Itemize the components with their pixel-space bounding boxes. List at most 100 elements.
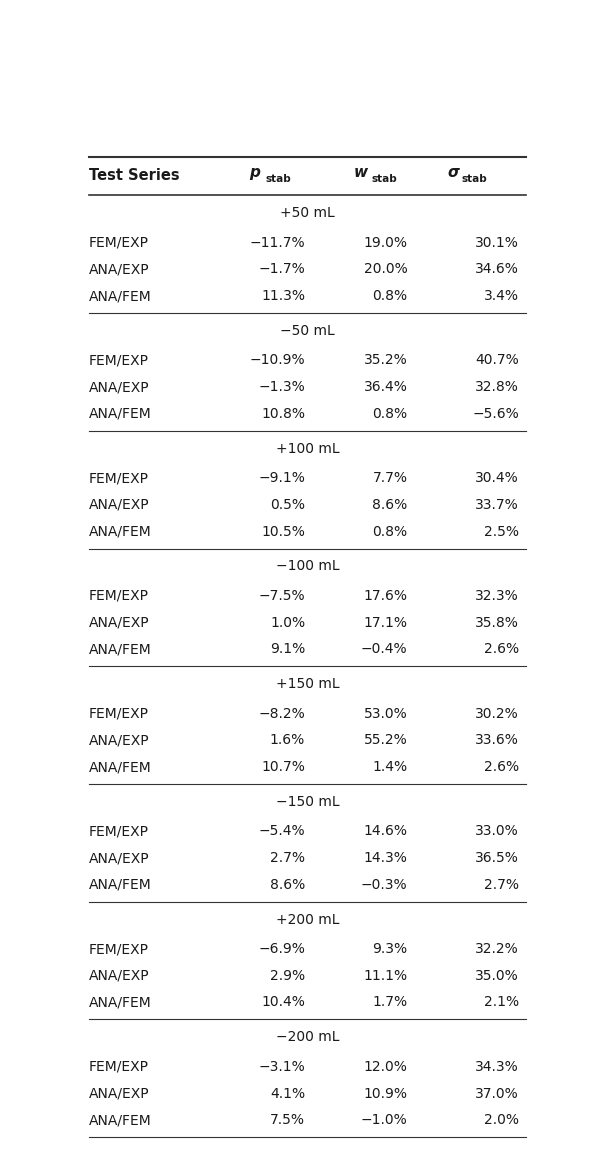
Text: 3.4%: 3.4% — [484, 289, 519, 303]
Text: −100 mL: −100 mL — [275, 560, 340, 574]
Text: 30.2%: 30.2% — [475, 707, 519, 721]
Text: −7.5%: −7.5% — [259, 589, 305, 603]
Text: 33.7%: 33.7% — [475, 497, 519, 512]
Text: 8.6%: 8.6% — [372, 497, 407, 512]
Text: 10.4%: 10.4% — [262, 996, 305, 1009]
Text: 0.8%: 0.8% — [373, 524, 407, 539]
Text: 11.3%: 11.3% — [261, 289, 305, 303]
Text: stab: stab — [371, 174, 397, 185]
Text: 37.0%: 37.0% — [475, 1087, 519, 1101]
Text: −150 mL: −150 mL — [275, 795, 340, 809]
Text: ANA/EXP: ANA/EXP — [89, 851, 149, 866]
Text: −0.3%: −0.3% — [361, 877, 407, 891]
Text: 36.4%: 36.4% — [364, 380, 407, 394]
Text: ANA/EXP: ANA/EXP — [89, 497, 149, 512]
Text: ANA/EXP: ANA/EXP — [89, 380, 149, 394]
Text: 10.5%: 10.5% — [262, 524, 305, 539]
Text: +100 mL: +100 mL — [275, 442, 340, 456]
Text: 4.1%: 4.1% — [270, 1087, 305, 1101]
Text: −0.4%: −0.4% — [361, 642, 407, 656]
Text: w: w — [354, 166, 368, 180]
Text: 33.6%: 33.6% — [475, 734, 519, 747]
Text: 2.6%: 2.6% — [484, 760, 519, 774]
Text: −1.7%: −1.7% — [259, 262, 305, 276]
Text: 7.5%: 7.5% — [270, 1114, 305, 1128]
Text: 32.2%: 32.2% — [475, 942, 519, 956]
Text: FEM/EXP: FEM/EXP — [89, 1060, 149, 1074]
Text: −6.9%: −6.9% — [259, 942, 305, 956]
Text: ANA/EXP: ANA/EXP — [89, 615, 149, 629]
Text: σ: σ — [447, 166, 459, 180]
Text: 2.1%: 2.1% — [484, 996, 519, 1009]
Text: −10.9%: −10.9% — [250, 354, 305, 367]
Text: stab: stab — [265, 174, 291, 185]
Text: FEM/EXP: FEM/EXP — [89, 824, 149, 838]
Text: 17.1%: 17.1% — [364, 615, 407, 629]
Text: 10.9%: 10.9% — [364, 1087, 407, 1101]
Text: ANA/EXP: ANA/EXP — [89, 969, 149, 983]
Text: 2.7%: 2.7% — [270, 851, 305, 866]
Text: 1.6%: 1.6% — [270, 734, 305, 747]
Text: ANA/FEM: ANA/FEM — [89, 1114, 152, 1128]
Text: Test Series: Test Series — [89, 168, 179, 183]
Text: 53.0%: 53.0% — [364, 707, 407, 721]
Text: 20.0%: 20.0% — [364, 262, 407, 276]
Text: 34.6%: 34.6% — [475, 262, 519, 276]
Text: FEM/EXP: FEM/EXP — [89, 354, 149, 367]
Text: 1.0%: 1.0% — [270, 615, 305, 629]
Text: 0.5%: 0.5% — [270, 497, 305, 512]
Text: ANA/FEM: ANA/FEM — [89, 524, 152, 539]
Text: 35.2%: 35.2% — [364, 354, 407, 367]
Text: 35.0%: 35.0% — [475, 969, 519, 983]
Text: 33.0%: 33.0% — [475, 824, 519, 838]
Text: FEM/EXP: FEM/EXP — [89, 235, 149, 249]
Text: FEM/EXP: FEM/EXP — [89, 589, 149, 603]
Text: 11.1%: 11.1% — [364, 969, 407, 983]
Text: ANA/EXP: ANA/EXP — [89, 1087, 149, 1101]
Text: p: p — [250, 166, 260, 180]
Text: 36.5%: 36.5% — [475, 851, 519, 866]
Text: 2.5%: 2.5% — [484, 524, 519, 539]
Text: ANA/EXP: ANA/EXP — [89, 262, 149, 276]
Text: 32.8%: 32.8% — [475, 380, 519, 394]
Text: 9.3%: 9.3% — [373, 942, 407, 956]
Text: 17.6%: 17.6% — [364, 589, 407, 603]
Text: ANA/FEM: ANA/FEM — [89, 642, 152, 656]
Text: +150 mL: +150 mL — [275, 677, 340, 691]
Text: +50 mL: +50 mL — [280, 206, 335, 220]
Text: 9.1%: 9.1% — [270, 642, 305, 656]
Text: 19.0%: 19.0% — [364, 235, 407, 249]
Text: stab: stab — [462, 174, 488, 185]
Text: 2.7%: 2.7% — [484, 877, 519, 891]
Text: −9.1%: −9.1% — [259, 472, 305, 486]
Text: FEM/EXP: FEM/EXP — [89, 472, 149, 486]
Text: ANA/EXP: ANA/EXP — [89, 734, 149, 747]
Text: −5.4%: −5.4% — [259, 824, 305, 838]
Text: 14.3%: 14.3% — [364, 851, 407, 866]
Text: 0.8%: 0.8% — [373, 407, 407, 421]
Text: ANA/FEM: ANA/FEM — [89, 877, 152, 891]
Text: 10.7%: 10.7% — [262, 760, 305, 774]
Text: 12.0%: 12.0% — [364, 1060, 407, 1074]
Text: 7.7%: 7.7% — [373, 472, 407, 486]
Text: −3.1%: −3.1% — [259, 1060, 305, 1074]
Text: 1.7%: 1.7% — [373, 996, 407, 1009]
Text: 1.4%: 1.4% — [373, 760, 407, 774]
Text: 14.6%: 14.6% — [364, 824, 407, 838]
Text: −11.7%: −11.7% — [250, 235, 305, 249]
Text: −200 mL: −200 mL — [276, 1030, 339, 1044]
Text: 30.4%: 30.4% — [475, 472, 519, 486]
Text: FEM/EXP: FEM/EXP — [89, 942, 149, 956]
Text: ANA/FEM: ANA/FEM — [89, 760, 152, 774]
Text: −8.2%: −8.2% — [259, 707, 305, 721]
Text: −1.3%: −1.3% — [259, 380, 305, 394]
Text: −50 mL: −50 mL — [280, 325, 335, 338]
Text: FEM/EXP: FEM/EXP — [89, 707, 149, 721]
Text: −5.6%: −5.6% — [472, 407, 519, 421]
Text: 34.3%: 34.3% — [475, 1060, 519, 1074]
Text: ANA/FEM: ANA/FEM — [89, 407, 152, 421]
Text: +200 mL: +200 mL — [276, 913, 339, 927]
Text: 10.8%: 10.8% — [261, 407, 305, 421]
Text: ANA/FEM: ANA/FEM — [89, 289, 152, 303]
Text: 40.7%: 40.7% — [475, 354, 519, 367]
